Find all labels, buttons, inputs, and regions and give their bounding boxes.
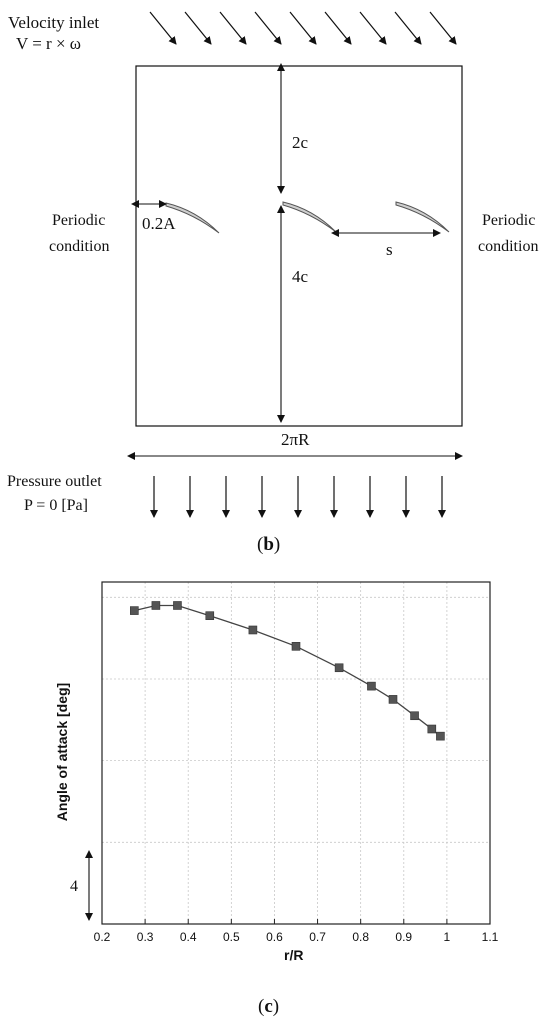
inlet-arrows <box>149 11 457 45</box>
domain-diagram <box>127 11 463 518</box>
caption-c-letter: c <box>264 996 273 1017</box>
inlet-arrow <box>394 11 422 45</box>
inlet-formula: V = r × ω <box>16 34 81 53</box>
outlet-title: Pressure outlet <box>7 473 102 490</box>
inlet-arrow <box>359 11 387 45</box>
inlet-arrow <box>149 11 177 45</box>
blade-profile <box>165 202 220 234</box>
x-tick-label: 1.1 <box>482 930 499 944</box>
data-point <box>334 663 344 673</box>
series-markers <box>130 601 445 741</box>
x-tick-label: 0.6 <box>266 930 283 944</box>
caption-b-close: ) <box>273 534 281 555</box>
x-tick-label: 0.5 <box>223 930 240 944</box>
x-tick-label: 0.3 <box>137 930 154 944</box>
outlet-formula: P = 0 [Pa] <box>24 497 88 514</box>
data-point <box>130 606 139 615</box>
data-point <box>410 711 419 721</box>
dim-2piR-label: 2πR <box>281 430 310 449</box>
data-point <box>436 731 445 741</box>
inlet-arrow <box>184 11 212 45</box>
x-axis-label: r/R <box>284 947 304 963</box>
x-tick-label: 1 <box>444 930 451 944</box>
scale-bar-label: 4 <box>70 878 78 895</box>
caption-b: (b) <box>257 534 280 556</box>
data-point <box>427 724 437 734</box>
dim-02A-label: 0.2A <box>142 214 176 233</box>
x-axis-ticks: 0.2 0.3 0.4 0.5 0.6 0.7 0.8 0.9 1 1.1 <box>94 919 499 944</box>
outlet-arrows <box>150 476 446 518</box>
caption-c-open: ( <box>258 996 265 1017</box>
inlet-arrow <box>219 11 247 45</box>
caption-b-letter: b <box>263 534 274 555</box>
periodic-right-line2: condition <box>478 238 539 255</box>
y-axis-label: Angle of attack [deg] <box>54 682 70 822</box>
caption-c: (c) <box>258 996 279 1018</box>
data-point <box>173 601 182 610</box>
x-tick-label: 0.8 <box>352 930 369 944</box>
periodic-left-line2: condition <box>49 238 110 255</box>
x-tick-label: 0.9 <box>395 930 412 944</box>
inlet-arrow <box>289 11 317 45</box>
periodic-left-line1: Periodic <box>52 212 106 229</box>
data-point <box>388 695 398 704</box>
caption-c-close: ) <box>272 996 280 1017</box>
dim-s-label: s <box>386 240 393 259</box>
caption-b-open: ( <box>257 534 264 555</box>
inlet-arrow <box>324 11 352 45</box>
blade-profile <box>395 201 450 233</box>
dim-4c-label: 4c <box>292 267 309 286</box>
series-line <box>134 604 441 737</box>
plot-frame <box>101 581 491 925</box>
x-tick-label: 0.7 <box>309 930 326 944</box>
inlet-title: Velocity inlet <box>8 13 100 32</box>
data-point <box>205 611 215 620</box>
x-tick-label: 0.4 <box>180 930 197 944</box>
data-point <box>291 642 301 651</box>
data-point <box>248 625 258 635</box>
x-tick-label: 0.2 <box>94 930 111 944</box>
chart-grid <box>102 582 490 924</box>
domain-box <box>135 65 463 427</box>
periodic-right-line1: Periodic <box>482 212 536 229</box>
data-point <box>367 681 376 691</box>
data-point <box>151 601 161 610</box>
inlet-arrow <box>429 11 457 45</box>
inlet-arrow <box>254 11 282 45</box>
dim-2c-label: 2c <box>292 133 309 152</box>
